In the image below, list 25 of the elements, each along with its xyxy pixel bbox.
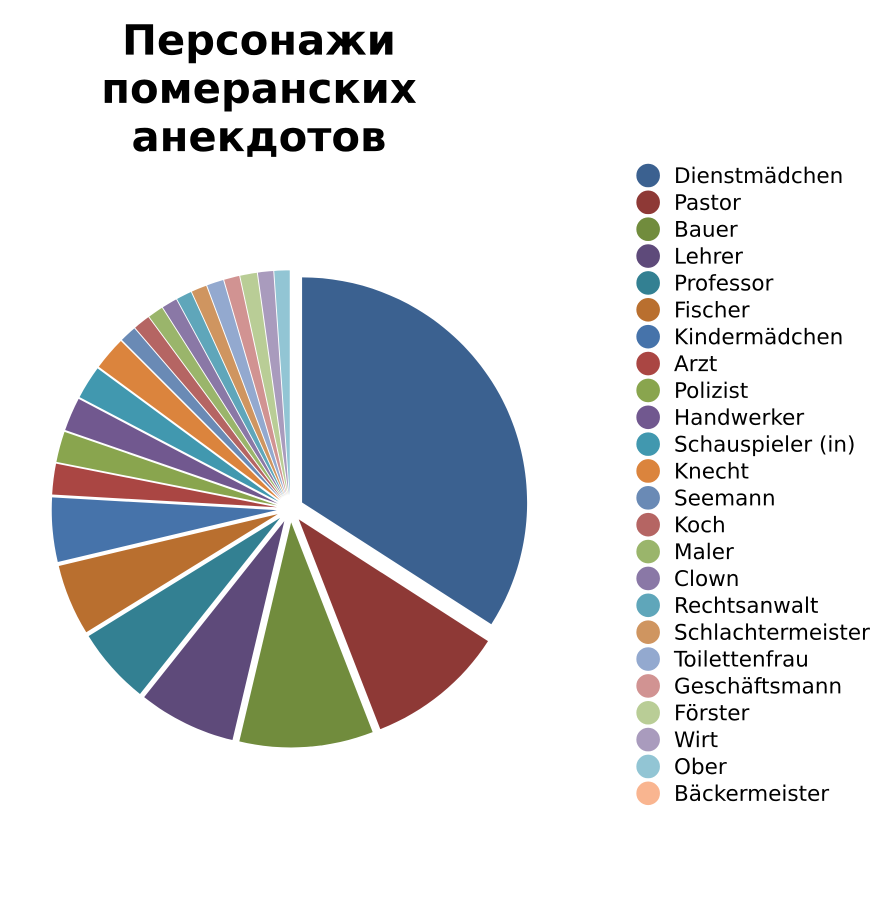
legend-label: Arzt xyxy=(674,355,717,372)
legend-label: Geschäftsmann xyxy=(675,677,840,694)
legend-label: Maler xyxy=(676,542,734,560)
legend-label: Polizist xyxy=(676,382,748,398)
legend-label: Wirt xyxy=(674,730,718,748)
legend-label: Schauspieler (in) xyxy=(675,435,854,456)
legend-label: Knecht xyxy=(676,462,748,479)
legend-label: Pastor xyxy=(676,194,741,210)
legend-label: Clown xyxy=(675,570,738,586)
legend-label: Bauer xyxy=(676,221,738,238)
legend-label: Bäckermeister xyxy=(676,784,830,802)
legend-label: Fischer xyxy=(676,300,750,318)
legend-label: Förster xyxy=(676,704,750,721)
legend-label: Schlachtermeister xyxy=(675,623,870,640)
chart-title: Персонажи померанских анекдотов xyxy=(104,24,416,157)
legend-label: Kindermädchen xyxy=(676,328,842,345)
legend-label: Koch xyxy=(676,516,724,533)
legend-label: Handwerker xyxy=(676,408,804,426)
legend-label: Toilettenfrau xyxy=(674,650,807,667)
legend-label: Ober xyxy=(675,758,727,774)
legend-label: Professor xyxy=(676,274,774,291)
legend-label: Seemann xyxy=(675,489,774,506)
legend-label: Dienstmädchen xyxy=(676,166,842,184)
legend-label: Rechtsanwalt xyxy=(676,596,818,614)
legend-label: Lehrer xyxy=(676,247,743,264)
